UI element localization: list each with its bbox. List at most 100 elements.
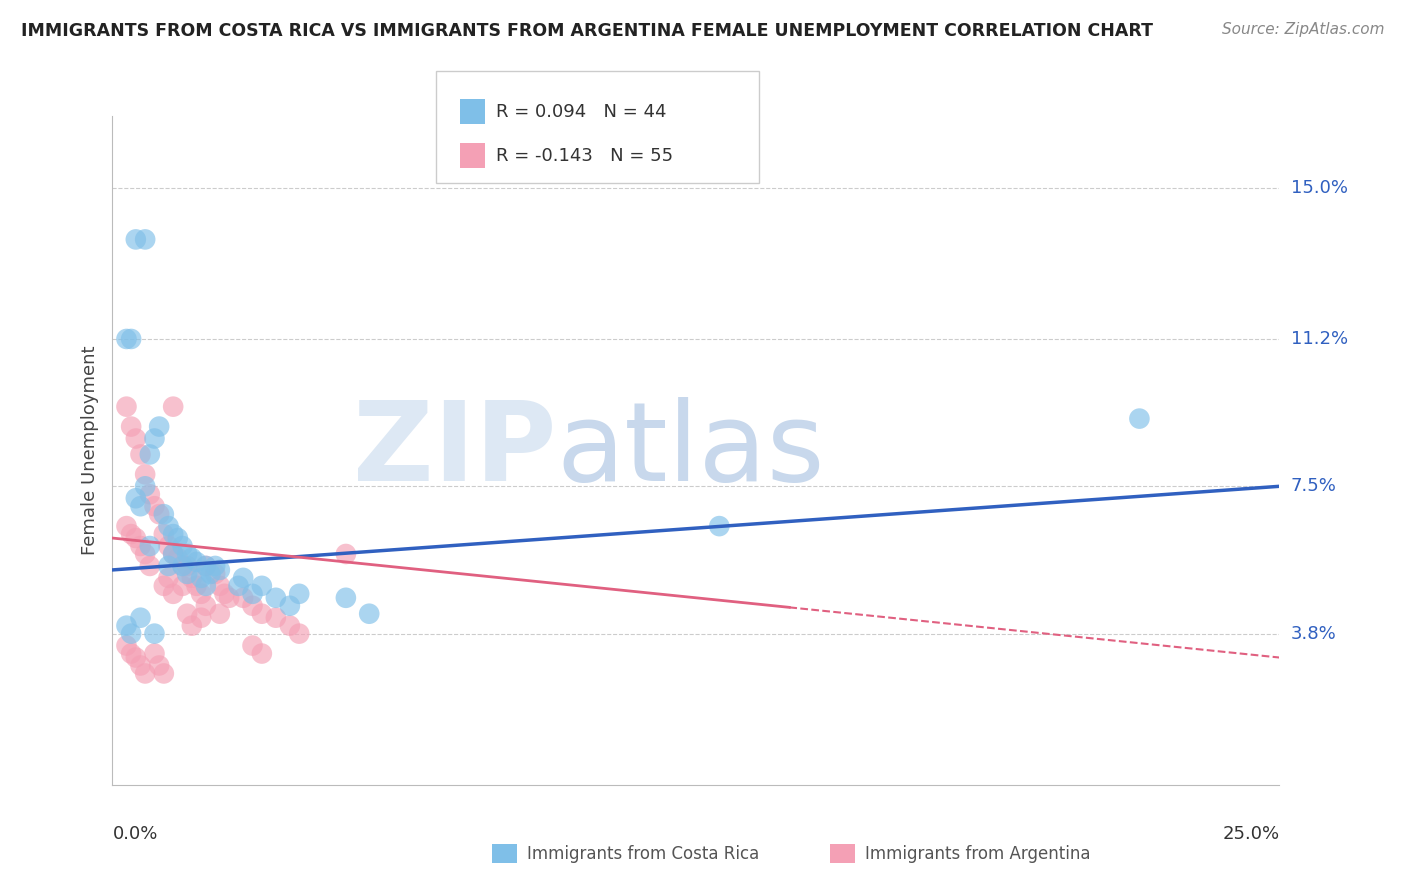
Point [176, 607, 198, 621]
Point [157, 571, 180, 585]
Point [120, 419, 142, 434]
Point [264, 591, 287, 605]
Text: 0.0%: 0.0% [112, 825, 157, 843]
Point [288, 587, 311, 601]
Point [186, 555, 208, 569]
Point [125, 491, 148, 506]
Point [153, 527, 176, 541]
Point [139, 487, 162, 501]
Point [115, 332, 138, 346]
Text: 3.8%: 3.8% [1291, 624, 1336, 642]
Text: R = -0.143   N = 55: R = -0.143 N = 55 [496, 147, 673, 165]
Point [134, 479, 156, 493]
Point [120, 647, 142, 661]
Point [200, 566, 222, 581]
Point [335, 547, 357, 561]
Point [115, 519, 138, 533]
Point [120, 527, 142, 541]
Point [153, 507, 176, 521]
Point [208, 607, 231, 621]
Point [162, 400, 184, 414]
Point [139, 558, 162, 573]
Point [134, 467, 156, 482]
Point [162, 527, 184, 541]
Point [194, 558, 217, 573]
Point [190, 587, 212, 601]
Point [162, 547, 184, 561]
Point [125, 531, 148, 545]
Point [143, 626, 166, 640]
Point [148, 419, 170, 434]
Point [129, 539, 152, 553]
Point [264, 611, 287, 625]
Text: 11.2%: 11.2% [1291, 330, 1348, 348]
Point [115, 618, 138, 632]
Point [129, 447, 152, 461]
Point [278, 599, 301, 613]
Point [250, 647, 273, 661]
Point [176, 558, 198, 573]
Point [250, 579, 273, 593]
Point [242, 639, 264, 653]
Point [166, 531, 188, 545]
Text: 15.0%: 15.0% [1291, 178, 1347, 196]
Text: atlas: atlas [555, 397, 824, 504]
Point [172, 558, 194, 573]
Point [172, 558, 194, 573]
Text: 7.5%: 7.5% [1291, 477, 1337, 495]
Text: Immigrants from Costa Rica: Immigrants from Costa Rica [527, 845, 759, 863]
Point [162, 547, 184, 561]
Text: IMMIGRANTS FROM COSTA RICA VS IMMIGRANTS FROM ARGENTINA FEMALE UNEMPLOYMENT CORR: IMMIGRANTS FROM COSTA RICA VS IMMIGRANTS… [21, 22, 1153, 40]
Point [134, 666, 156, 681]
Point [143, 500, 166, 514]
Point [129, 611, 152, 625]
Point [1128, 411, 1150, 425]
Point [157, 519, 180, 533]
Point [125, 432, 148, 446]
Point [162, 587, 184, 601]
Point [157, 539, 180, 553]
Point [218, 591, 240, 605]
Point [208, 563, 231, 577]
Point [166, 551, 188, 566]
Text: 25.0%: 25.0% [1222, 825, 1279, 843]
Point [214, 587, 236, 601]
Point [153, 666, 176, 681]
Point [120, 626, 142, 640]
Point [232, 571, 254, 585]
Text: Immigrants from Argentina: Immigrants from Argentina [865, 845, 1090, 863]
Point [242, 599, 264, 613]
Point [148, 658, 170, 673]
Point [242, 587, 264, 601]
Point [120, 332, 142, 346]
Text: R = 0.094   N = 44: R = 0.094 N = 44 [496, 103, 666, 120]
Point [335, 591, 357, 605]
Point [172, 579, 194, 593]
Point [176, 547, 198, 561]
Point [125, 650, 148, 665]
Point [115, 400, 138, 414]
Point [204, 566, 226, 581]
Point [180, 571, 202, 585]
Point [208, 579, 231, 593]
Point [288, 626, 311, 640]
Point [172, 539, 194, 553]
Point [157, 558, 180, 573]
Point [228, 579, 250, 593]
Y-axis label: Female Unemployment: Female Unemployment [80, 346, 98, 555]
Point [143, 647, 166, 661]
Point [143, 432, 166, 446]
Point [176, 566, 198, 581]
Point [190, 571, 212, 585]
Point [139, 539, 162, 553]
Point [278, 618, 301, 632]
Point [194, 558, 217, 573]
Point [134, 547, 156, 561]
Point [134, 232, 156, 246]
Point [186, 579, 208, 593]
Point [148, 507, 170, 521]
Point [129, 500, 152, 514]
Point [204, 558, 226, 573]
Text: ZIP: ZIP [353, 397, 555, 504]
Point [194, 579, 217, 593]
